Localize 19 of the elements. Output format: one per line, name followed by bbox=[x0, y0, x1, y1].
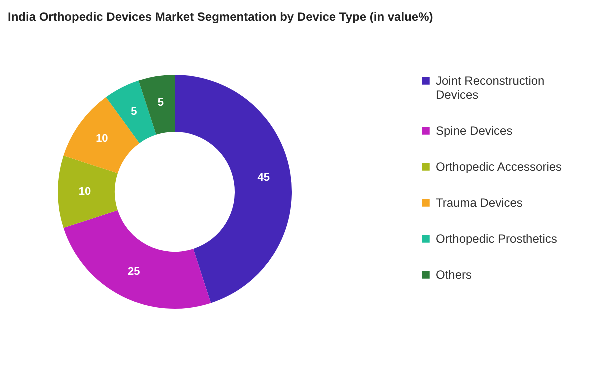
data-label: 10 bbox=[78, 186, 92, 198]
donut-slice bbox=[138, 75, 175, 135]
legend-label: Spine Devices bbox=[436, 124, 513, 138]
donut-slice bbox=[64, 97, 140, 174]
donut-slice bbox=[175, 75, 292, 304]
donut-slice bbox=[58, 156, 118, 228]
data-label: 25 bbox=[128, 266, 140, 278]
data-label: 10 bbox=[96, 133, 108, 146]
legend-label: Others bbox=[436, 268, 472, 282]
data-label: 5 bbox=[158, 97, 164, 110]
data-label: 45 bbox=[258, 172, 270, 184]
legend-label: Orthopedic Accessories bbox=[436, 160, 562, 174]
data-label: 5 bbox=[131, 106, 138, 118]
chart-title: India Orthopedic Devices Market Segmentation by Device Type (in value%) bbox=[8, 10, 434, 24]
legend-label: Trauma Devices bbox=[436, 196, 523, 210]
legend-label: Orthopedic Prosthetics bbox=[436, 232, 558, 246]
donut-slice bbox=[64, 210, 212, 309]
donut-slice bbox=[106, 80, 156, 144]
legend-label: Joint Reconstruction Devices bbox=[436, 74, 545, 102]
